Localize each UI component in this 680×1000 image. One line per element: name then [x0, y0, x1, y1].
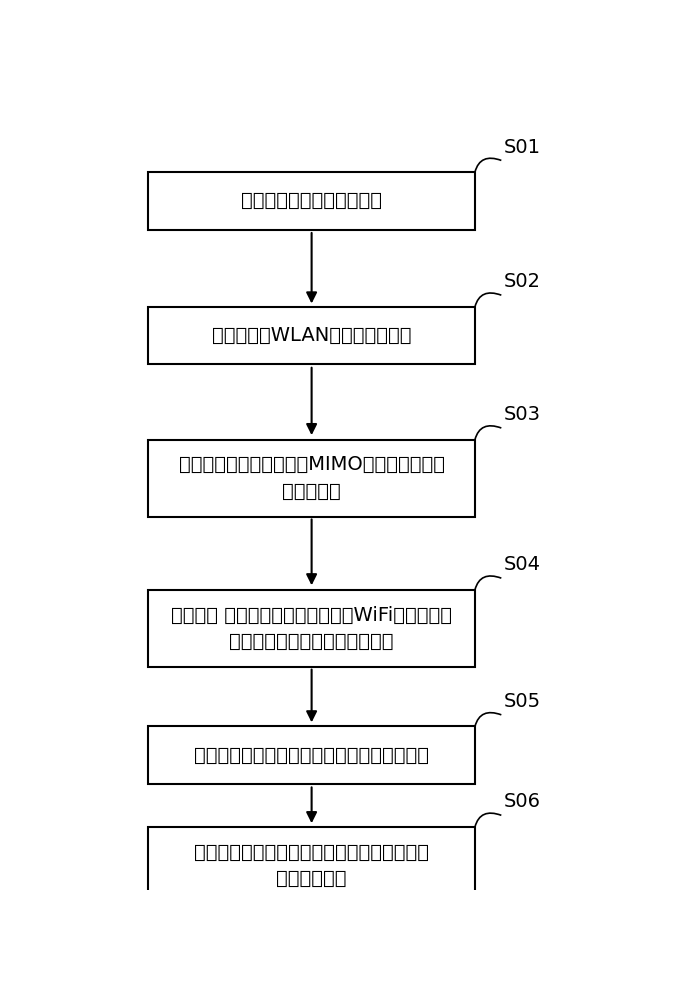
- FancyBboxPatch shape: [148, 440, 475, 517]
- Text: S06: S06: [504, 792, 541, 811]
- Text: S03: S03: [504, 405, 541, 424]
- FancyBboxPatch shape: [148, 726, 475, 784]
- Text: S04: S04: [504, 555, 541, 574]
- Text: 第一手机将多个不同信道接收的数据流合并成
完整的数据流: 第一手机将多个不同信道接收的数据流合并成 完整的数据流: [194, 843, 429, 888]
- Text: 第一手机和第二手机中的MIMO模块分别指定为
不同的信道: 第一手机和第二手机中的MIMO模块分别指定为 不同的信道: [179, 455, 445, 501]
- Text: 第一手机 和二手机分别利用各自的WiFi天线接收数
据以及解码成不同信道的数据流: 第一手机 和二手机分别利用各自的WiFi天线接收数 据以及解码成不同信道的数据流: [171, 605, 452, 651]
- FancyBboxPatch shape: [148, 307, 475, 364]
- Text: 第一手机提出数据下载请求: 第一手机提出数据下载请求: [241, 191, 382, 210]
- FancyBboxPatch shape: [148, 172, 475, 230]
- Text: 第一手机在WLAN中查询第二手机: 第一手机在WLAN中查询第二手机: [212, 326, 411, 345]
- Text: 第二手机将自身信道的数据流发送至第一手机: 第二手机将自身信道的数据流发送至第一手机: [194, 746, 429, 765]
- Text: S02: S02: [504, 272, 541, 291]
- FancyBboxPatch shape: [148, 590, 475, 667]
- Text: S05: S05: [504, 692, 541, 711]
- FancyBboxPatch shape: [148, 827, 475, 904]
- Text: S01: S01: [504, 138, 541, 157]
